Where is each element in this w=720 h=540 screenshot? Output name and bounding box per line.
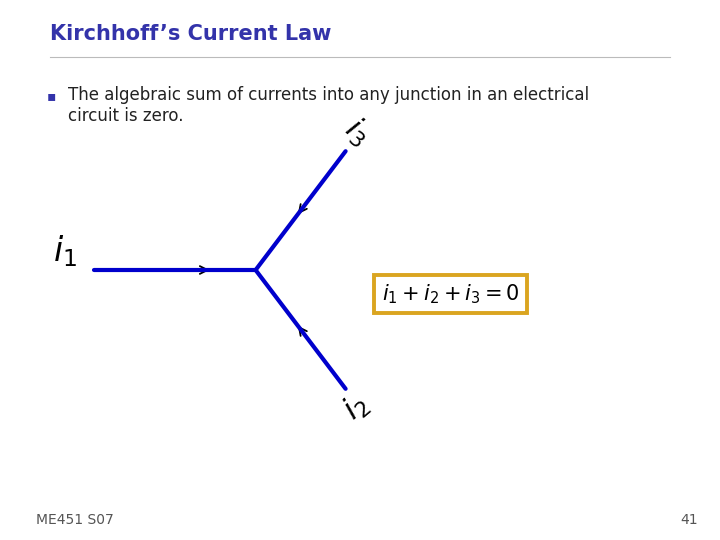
Text: $i_1$: $i_1$	[53, 233, 77, 269]
Text: The algebraic sum of currents into any junction in an electrical
circuit is zero: The algebraic sum of currents into any j…	[68, 86, 590, 125]
Text: ▪: ▪	[47, 89, 56, 103]
Text: ME451 S07: ME451 S07	[36, 512, 114, 526]
Text: $i_3$: $i_3$	[338, 113, 375, 152]
Text: 41: 41	[681, 512, 698, 526]
Text: $i_2$: $i_2$	[338, 388, 375, 427]
Text: Kirchhoff’s Current Law: Kirchhoff’s Current Law	[50, 24, 332, 44]
Text: $i_1 + i_2 + i_3 = 0$: $i_1 + i_2 + i_3 = 0$	[382, 282, 519, 306]
